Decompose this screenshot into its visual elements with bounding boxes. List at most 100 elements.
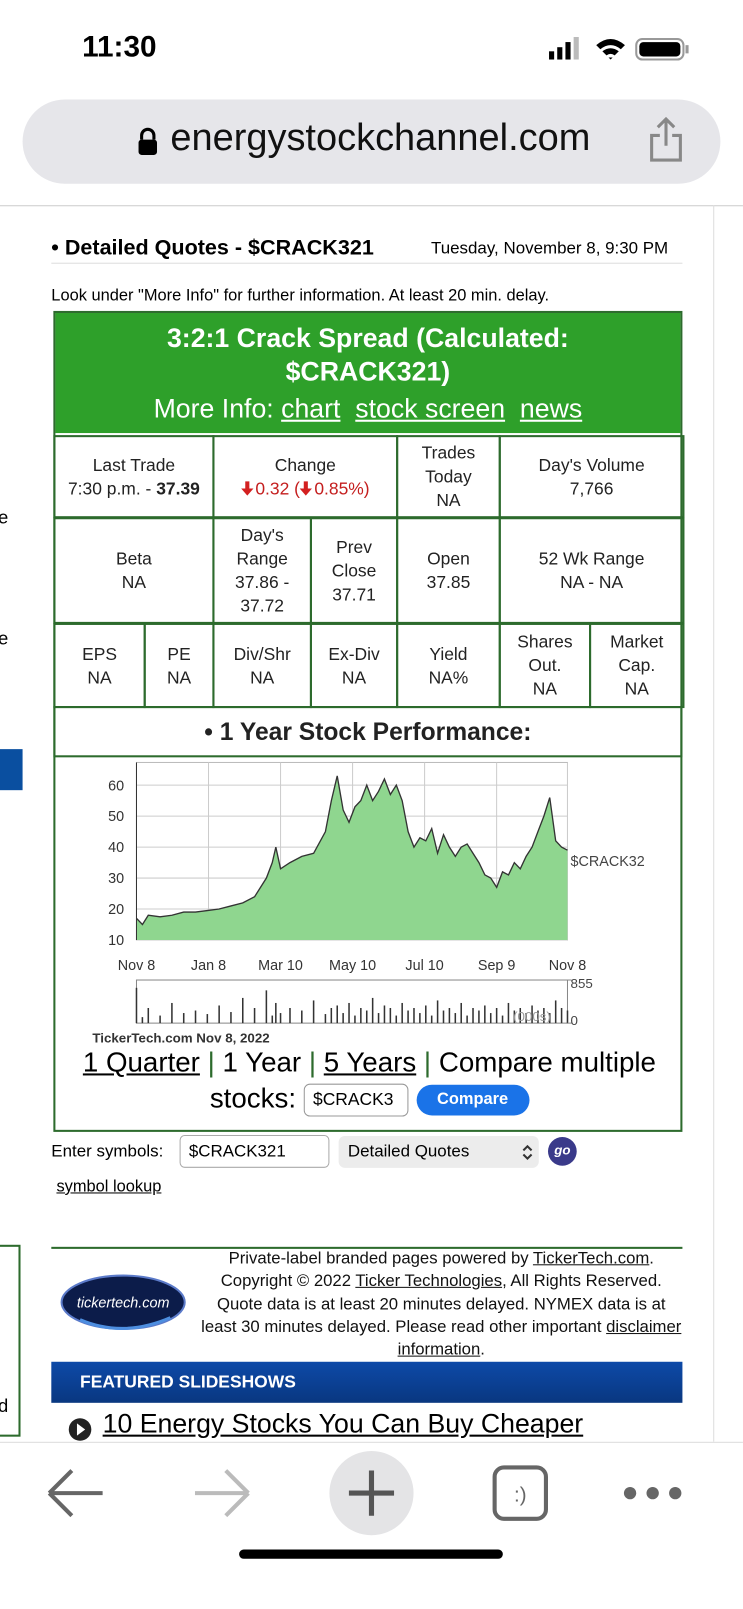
cell-value: NA% bbox=[429, 665, 469, 689]
cell-label: Change bbox=[274, 455, 336, 475]
paren: ) bbox=[363, 478, 370, 499]
y-tick-label: 40 bbox=[108, 840, 124, 856]
home-indicator bbox=[239, 1549, 503, 1559]
cell-label: Beta bbox=[115, 549, 152, 569]
quote-cell: Day's Volume 7,766 bbox=[498, 435, 685, 519]
cell-value: NA bbox=[436, 488, 460, 512]
arrow-shape bbox=[299, 480, 313, 496]
divider bbox=[0, 205, 743, 207]
more-info-label: More Info: bbox=[153, 393, 274, 424]
watermark: TickerTech.com Nov 8, 2022 bbox=[92, 1031, 269, 1046]
x-tick-label: Sep 9 bbox=[478, 958, 516, 974]
compare-button[interactable]: Compare bbox=[416, 1084, 530, 1116]
cell-label: Trades Today bbox=[421, 443, 476, 487]
form-label: Enter symbols: bbox=[51, 1142, 164, 1161]
trade-price: 37.39 bbox=[156, 478, 200, 499]
quote-name: 3:2:1 Crack Spread (Calculated: $CRACK32… bbox=[166, 322, 569, 387]
footer-text-part: . Copyright © 2022 bbox=[220, 1248, 654, 1291]
logo-text: tickertech.com bbox=[77, 1295, 170, 1311]
down-arrow bbox=[240, 480, 254, 496]
area bbox=[136, 775, 568, 940]
x-tick-label: Nov 8 bbox=[118, 958, 156, 974]
cell-label: Prev Close bbox=[331, 537, 377, 581]
lookup-link[interactable]: symbol lookup bbox=[56, 1178, 162, 1196]
tabs[interactable] bbox=[492, 1465, 548, 1521]
value: 37.71 bbox=[332, 584, 376, 604]
quote-cell: Beta NA bbox=[53, 517, 215, 624]
volume-area bbox=[135, 979, 569, 1024]
value: NA bbox=[87, 667, 112, 688]
divider bbox=[51, 1246, 683, 1249]
link[interactable]: news bbox=[519, 393, 583, 424]
link[interactable]: stock screen bbox=[355, 393, 506, 424]
quote-cell: Div/Shr NA bbox=[212, 622, 312, 709]
value: NA bbox=[532, 679, 558, 699]
date: Tuesday, November 8, 9:30 PM bbox=[431, 239, 669, 258]
cell-value: NA - NA bbox=[560, 571, 623, 595]
value: 37.86 - 37.72 bbox=[235, 572, 290, 616]
quote-cell: Yield NA% bbox=[396, 622, 501, 709]
featured-link[interactable]: 10 Energy Stocks You Can Buy Cheaper bbox=[102, 1407, 584, 1439]
cell-label: Div/Shr bbox=[233, 643, 291, 664]
down-arrow bbox=[299, 480, 313, 496]
series-label: $CRACK32 bbox=[571, 854, 645, 870]
cell-value: 37.71 bbox=[332, 582, 376, 606]
cell-label: EPS bbox=[82, 643, 118, 664]
period-current: 1 Year bbox=[222, 1046, 302, 1078]
footer-link[interactable]: TickerTech.com bbox=[532, 1248, 650, 1268]
value: NA - NA bbox=[560, 572, 624, 593]
cell-label: Ex-Div bbox=[328, 643, 380, 664]
link[interactable]: chart bbox=[281, 393, 341, 424]
y-tick-label: 50 bbox=[108, 809, 124, 825]
time: 11:30 bbox=[82, 30, 157, 64]
cell-value: 0.32 (0.85%) bbox=[240, 477, 370, 501]
quote-cell: Trades Today NA bbox=[396, 435, 501, 519]
paren: ( bbox=[294, 478, 300, 499]
edge-block bbox=[0, 749, 23, 791]
value: 7,766 bbox=[569, 478, 614, 499]
value: NA bbox=[436, 490, 461, 511]
share-icon[interactable] bbox=[649, 116, 684, 162]
featured-bar: FEATURED SLIDESHOWS bbox=[51, 1361, 683, 1403]
cell-label: Day's Volume bbox=[538, 455, 645, 475]
footer-link[interactable]: Ticker Technologies bbox=[355, 1271, 503, 1291]
footer-link[interactable]: disclaimer information bbox=[397, 1317, 682, 1359]
y-tick-label: 20 bbox=[108, 902, 124, 918]
chart: 10 20 30 40 50 60 Nov 8 Jan 8 Mar 10 May 10 Jul 10… bbox=[92, 761, 645, 1046]
period-link[interactable]: 5 Years bbox=[323, 1046, 417, 1078]
cell-label: PE bbox=[167, 643, 191, 664]
cell-label: 52 Wk Range bbox=[538, 549, 645, 569]
compare-input[interactable]: $CRACK3 bbox=[303, 1083, 409, 1117]
footer-text-part: , All Rights Reserved. Quote data is at … bbox=[201, 1271, 666, 1337]
separator: | bbox=[207, 1046, 215, 1078]
page-title: • Detailed Quotes - $CRACK321 bbox=[51, 236, 374, 260]
cell-label: Day's Range bbox=[236, 525, 288, 569]
quote-cell: Open 37.85 bbox=[396, 517, 501, 624]
value: NA bbox=[250, 667, 275, 688]
divider bbox=[51, 262, 683, 264]
value: 37.85 bbox=[426, 572, 471, 593]
quote-header: 3:2:1 Crack Spread (Calculated: $CRACK32… bbox=[55, 312, 681, 434]
cell-value: 37.85 bbox=[427, 571, 471, 595]
footer-text-part: Private-label branded pages powered by bbox=[228, 1248, 533, 1268]
edge-text: e bbox=[0, 507, 8, 529]
url[interactable]: energystockchannel.com bbox=[170, 115, 591, 159]
y-tick-label: 30 bbox=[108, 871, 124, 887]
period-link[interactable]: 1 Quarter bbox=[82, 1046, 200, 1078]
symbol-input[interactable]: $CRACK321 bbox=[179, 1134, 330, 1168]
svg-text::): :) bbox=[514, 1483, 527, 1506]
forward[interactable] bbox=[194, 1469, 250, 1518]
cell-value: NA bbox=[122, 571, 146, 595]
view-select[interactable]: Detailed Quotes bbox=[338, 1136, 539, 1168]
value: NA% bbox=[428, 667, 469, 688]
footer-text: Private-label branded pages powered by T… bbox=[200, 1247, 682, 1361]
go-button[interactable]: go bbox=[547, 1137, 577, 1166]
select-arrows bbox=[522, 1144, 533, 1161]
back[interactable] bbox=[47, 1469, 103, 1518]
value: NA bbox=[624, 679, 649, 699]
note: Look under "More Info" for further infor… bbox=[51, 287, 550, 305]
separator: | bbox=[423, 1046, 432, 1078]
y-tick-label: 60 bbox=[108, 778, 124, 794]
